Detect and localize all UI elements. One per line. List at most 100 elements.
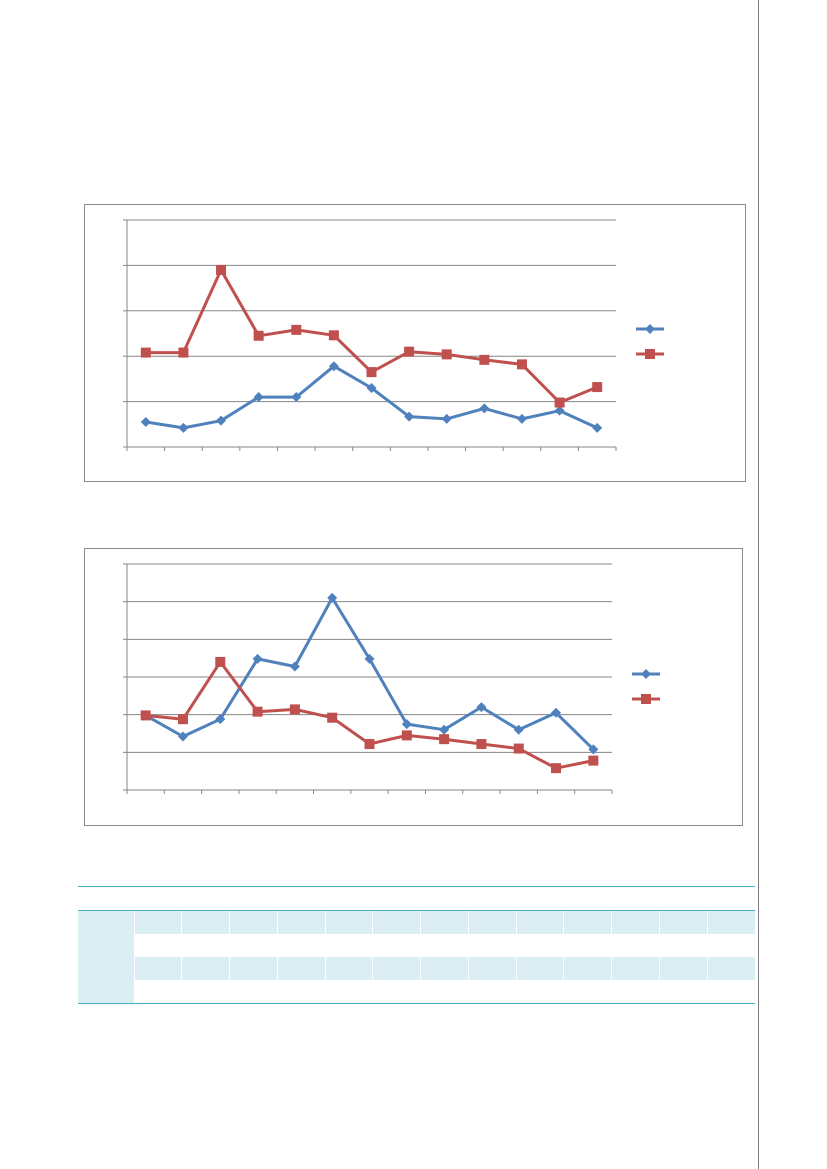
series-1-point <box>140 417 151 428</box>
series-1-point <box>551 707 562 718</box>
table-cell <box>468 934 517 957</box>
series-2-point <box>516 359 527 370</box>
table-header-cell <box>181 886 230 911</box>
series-1-point <box>178 422 189 433</box>
table-header-row <box>78 886 755 911</box>
series-1-point <box>479 403 490 414</box>
series-2-point <box>253 330 264 341</box>
series-2-point <box>588 755 599 766</box>
table-cell <box>467 910 517 934</box>
series-1-point <box>327 592 338 603</box>
data-table <box>78 886 755 1004</box>
page-margin-rule <box>758 0 759 1169</box>
series-2-point <box>215 656 226 667</box>
table-cell <box>229 980 278 1004</box>
series-2-point <box>592 382 603 393</box>
table-cell <box>325 934 373 957</box>
line-chart-top <box>84 204 746 482</box>
table-header-cell <box>563 886 612 911</box>
table-cell <box>659 934 708 957</box>
series-2-point <box>328 330 339 341</box>
table-cell <box>706 910 755 934</box>
series-1-point <box>401 719 412 730</box>
series-1-point <box>215 714 226 725</box>
table-cell <box>563 980 612 1004</box>
series-2-point <box>554 397 565 408</box>
table-row-header-cell <box>78 934 134 957</box>
table-cell <box>229 957 278 980</box>
table-row-header-cell <box>78 980 134 1004</box>
series-2-point <box>289 704 300 715</box>
table-cell <box>707 934 755 957</box>
series-2-point <box>252 706 263 717</box>
series-2-point <box>551 763 562 774</box>
table-cell <box>515 910 564 934</box>
series-2-point <box>327 712 338 723</box>
table-cell <box>516 980 564 1004</box>
table-row-header-cell <box>78 910 134 934</box>
series-2-point <box>366 367 377 378</box>
series-2-point <box>291 324 302 335</box>
table-header-cell <box>516 886 564 911</box>
table-cell <box>611 934 660 957</box>
table-cell <box>563 957 612 980</box>
series-2-point <box>140 710 151 721</box>
table-header-cell <box>229 886 278 911</box>
table-cell <box>229 934 278 957</box>
table-cell <box>181 934 230 957</box>
table-header-cell <box>420 886 469 911</box>
series-2-line <box>145 268 598 404</box>
table-header-cell <box>468 886 517 911</box>
series-1-point <box>476 702 487 713</box>
series-2-point <box>513 743 524 754</box>
table-cell <box>659 980 708 1004</box>
table-row-header-cell <box>78 957 134 980</box>
series-2-point <box>404 346 415 357</box>
table-cell <box>706 957 755 980</box>
series-1-point <box>366 382 377 393</box>
series-2-point <box>178 347 189 358</box>
table-header-cell <box>611 886 660 911</box>
table-header-cell <box>372 886 421 911</box>
series-1-point <box>513 724 524 735</box>
table-cell <box>707 980 755 1004</box>
table-cell <box>515 957 564 980</box>
table-cell <box>324 910 373 934</box>
data-table-grid <box>78 886 755 1004</box>
legend-swatch-1-marker <box>645 324 655 334</box>
table-cell <box>563 934 612 957</box>
series-2-point <box>439 734 450 745</box>
series-1-point <box>441 413 452 424</box>
table-header-cell <box>277 886 326 911</box>
table-row <box>78 910 755 934</box>
series-1-point <box>588 744 599 755</box>
table-cell <box>516 934 564 957</box>
table-cell <box>611 910 660 934</box>
table-row <box>78 957 755 980</box>
series-2-point <box>140 347 151 358</box>
table-cell <box>611 957 660 980</box>
line-chart-top-plot <box>123 219 664 451</box>
table-cell <box>133 957 182 980</box>
table-row <box>78 934 755 957</box>
series-2-point <box>177 714 188 725</box>
table-cell <box>229 910 278 934</box>
table-cell <box>181 957 230 980</box>
table-cell <box>420 957 469 980</box>
legend-swatch-2-marker <box>645 349 655 359</box>
table-cell <box>420 980 469 1004</box>
table-cell <box>372 934 421 957</box>
table-cell <box>372 910 421 934</box>
table-cell <box>372 957 421 980</box>
table-cell <box>276 910 326 934</box>
table-cell <box>277 934 326 957</box>
table-header-cell <box>707 886 755 911</box>
series-2-point <box>441 349 452 360</box>
table-row <box>78 980 755 1004</box>
line-chart-bottom <box>84 548 743 826</box>
series-1-point <box>404 411 415 422</box>
series-2-point <box>216 264 227 275</box>
line-chart-bottom-plot <box>123 563 660 794</box>
series-1-point <box>289 661 300 672</box>
table-cell <box>181 980 230 1004</box>
